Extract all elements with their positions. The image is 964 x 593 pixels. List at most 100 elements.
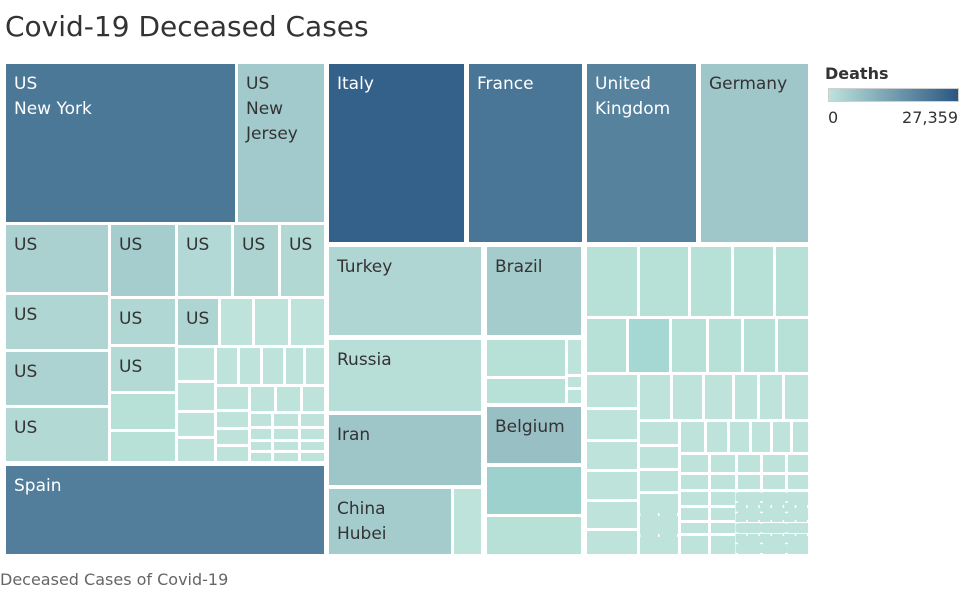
treemap-cell-small[interactable] bbox=[711, 492, 735, 505]
treemap-cell-small[interactable] bbox=[240, 348, 260, 384]
treemap-cell-small[interactable] bbox=[640, 471, 678, 491]
treemap-cell-small[interactable] bbox=[487, 467, 581, 514]
treemap-cell-small[interactable] bbox=[221, 299, 252, 345]
treemap-cell-tiny[interactable] bbox=[772, 544, 783, 553]
treemap-cell-tiny[interactable] bbox=[796, 502, 807, 512]
treemap-cell-tiny[interactable] bbox=[454, 489, 463, 499]
treemap-cell-tiny[interactable] bbox=[747, 502, 759, 512]
treemap-cell[interactable] bbox=[329, 64, 464, 242]
treemap-cell-tiny[interactable] bbox=[772, 523, 783, 533]
treemap-cell-tiny[interactable] bbox=[454, 543, 463, 553]
treemap-cell-small[interactable] bbox=[730, 422, 749, 452]
treemap-cell-small[interactable] bbox=[274, 429, 298, 439]
treemap-cell-small[interactable] bbox=[291, 299, 324, 345]
treemap-cell[interactable] bbox=[487, 407, 581, 463]
treemap-cell[interactable] bbox=[487, 247, 581, 335]
treemap-cell-tiny[interactable] bbox=[759, 502, 771, 512]
treemap-cell-small[interactable] bbox=[568, 340, 581, 374]
treemap-cell-small[interactable] bbox=[711, 508, 735, 520]
treemap-cell-small[interactable] bbox=[776, 247, 808, 316]
treemap-cell-small[interactable] bbox=[738, 475, 760, 489]
treemap-cell-small[interactable] bbox=[301, 442, 324, 450]
treemap-cell[interactable] bbox=[111, 347, 175, 391]
treemap-cell-small[interactable] bbox=[217, 387, 248, 409]
treemap-cell-small[interactable] bbox=[705, 375, 732, 419]
treemap-cell-tiny[interactable] bbox=[772, 513, 783, 522]
treemap-cell-small[interactable] bbox=[734, 247, 773, 316]
treemap-cell[interactable] bbox=[6, 225, 108, 292]
treemap-cell-tiny[interactable] bbox=[796, 544, 807, 553]
treemap-cell-small[interactable] bbox=[178, 413, 214, 436]
treemap-cell-small[interactable] bbox=[217, 447, 248, 461]
treemap-cell-small[interactable] bbox=[760, 375, 782, 419]
treemap-cell[interactable] bbox=[469, 64, 582, 242]
treemap-cell-small[interactable] bbox=[709, 319, 741, 372]
treemap-cell-small[interactable] bbox=[707, 422, 727, 452]
treemap-cell-tiny[interactable] bbox=[796, 533, 807, 543]
treemap-cell-small[interactable] bbox=[587, 502, 637, 528]
treemap-cell-small[interactable] bbox=[587, 531, 637, 554]
treemap-cell[interactable] bbox=[329, 340, 481, 411]
treemap-cell-small[interactable] bbox=[752, 422, 770, 452]
treemap-cell-tiny[interactable] bbox=[472, 489, 481, 499]
treemap-cell-small[interactable] bbox=[306, 348, 324, 384]
treemap-cell-tiny[interactable] bbox=[747, 544, 759, 553]
treemap-cell-small[interactable] bbox=[303, 387, 324, 411]
treemap-cell-tiny[interactable] bbox=[659, 518, 678, 530]
treemap-cell-small[interactable] bbox=[454, 489, 481, 554]
treemap-cell-small[interactable] bbox=[217, 430, 248, 444]
treemap-cell-small[interactable] bbox=[773, 422, 790, 452]
treemap-cell-tiny[interactable] bbox=[454, 532, 463, 543]
treemap-cell[interactable] bbox=[329, 415, 481, 485]
treemap-cell-tiny[interactable] bbox=[784, 523, 795, 533]
treemap-cell-small[interactable] bbox=[487, 517, 581, 554]
treemap-cell-tiny[interactable] bbox=[796, 523, 807, 533]
treemap-cell-tiny[interactable] bbox=[747, 513, 759, 522]
treemap-cell[interactable] bbox=[6, 64, 235, 222]
treemap-cell-tiny[interactable] bbox=[640, 494, 659, 506]
treemap-cell[interactable] bbox=[178, 299, 218, 345]
treemap-cell-tiny[interactable] bbox=[472, 522, 481, 532]
treemap-cell-small[interactable] bbox=[793, 422, 808, 452]
treemap-cell-tiny[interactable] bbox=[772, 502, 783, 512]
treemap-cell[interactable] bbox=[178, 225, 231, 296]
treemap-cell-small[interactable] bbox=[487, 340, 565, 376]
treemap-cell-small[interactable] bbox=[251, 453, 271, 461]
treemap-cell-small[interactable] bbox=[301, 453, 324, 461]
treemap-cell-small[interactable] bbox=[251, 442, 271, 450]
treemap-cell-small[interactable] bbox=[178, 383, 214, 410]
treemap-cell-tiny[interactable] bbox=[747, 492, 759, 502]
treemap-cell-tiny[interactable] bbox=[640, 518, 659, 530]
treemap-cell-small[interactable] bbox=[788, 475, 808, 489]
treemap-cell-tiny[interactable] bbox=[759, 533, 771, 543]
treemap-cell-small[interactable] bbox=[286, 348, 303, 384]
treemap-cell-small[interactable] bbox=[711, 523, 735, 533]
treemap-cell-tiny[interactable] bbox=[659, 542, 678, 554]
treemap-cell-tiny[interactable] bbox=[772, 492, 783, 502]
treemap-cell-tiny[interactable] bbox=[747, 523, 759, 533]
treemap-cell-tiny[interactable] bbox=[735, 502, 747, 512]
treemap-cell-small[interactable] bbox=[277, 387, 300, 411]
treemap-cell-tiny[interactable] bbox=[472, 500, 481, 510]
treemap-cell-small[interactable] bbox=[681, 523, 708, 533]
treemap-cell-tiny[interactable] bbox=[747, 533, 759, 543]
treemap-cell-small[interactable] bbox=[785, 375, 808, 419]
treemap-cell-small[interactable] bbox=[111, 394, 175, 429]
treemap-cell-tiny[interactable] bbox=[759, 492, 771, 502]
treemap-cell-tiny[interactable] bbox=[784, 544, 795, 553]
treemap-cell[interactable] bbox=[701, 64, 808, 242]
treemap-cell-tiny[interactable] bbox=[640, 506, 659, 518]
treemap-cell-small[interactable] bbox=[587, 319, 626, 372]
treemap-cell-small[interactable] bbox=[587, 247, 637, 316]
treemap-cell-small[interactable] bbox=[763, 475, 785, 489]
treemap-cell-small[interactable] bbox=[711, 536, 735, 554]
treemap-cell-small[interactable] bbox=[711, 475, 735, 489]
treemap-cell-small[interactable] bbox=[711, 455, 735, 472]
treemap-cell-tiny[interactable] bbox=[640, 542, 659, 554]
treemap-cell-small[interactable] bbox=[568, 390, 581, 403]
treemap-cell-small[interactable] bbox=[681, 492, 708, 505]
treemap-cell-small[interactable] bbox=[487, 379, 565, 403]
treemap-cell-small[interactable] bbox=[111, 432, 175, 461]
treemap-cell-tiny[interactable] bbox=[463, 500, 472, 510]
treemap-cell-small[interactable] bbox=[274, 442, 298, 450]
